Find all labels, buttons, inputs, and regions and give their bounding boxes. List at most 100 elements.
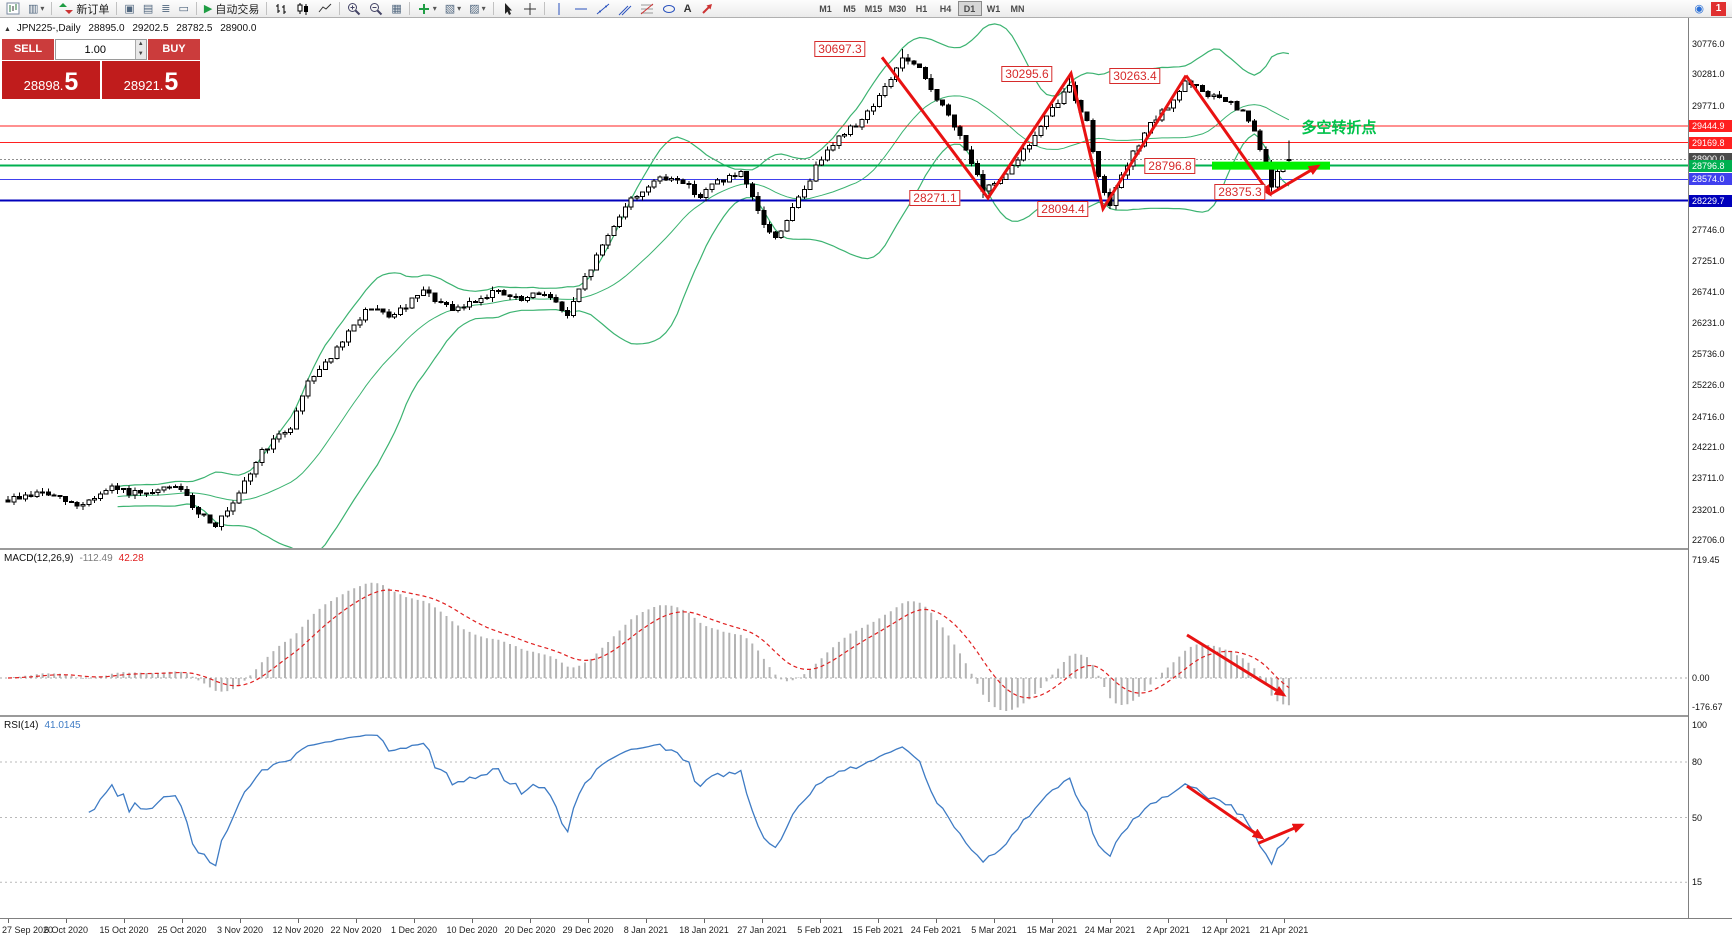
annotations-layer: 30697.3 30295.6 30263.4 28271.1 28094.4 28796… bbox=[0, 18, 1688, 548]
crosshair-button[interactable] bbox=[519, 1, 541, 17]
tile-windows-button[interactable]: ▦ bbox=[387, 1, 405, 17]
macd-label: MACD(12,26,9) bbox=[4, 553, 74, 564]
zoom-in-icon bbox=[347, 2, 361, 16]
date-label: 22 Nov 2020 bbox=[330, 925, 382, 935]
dropdown-arrow-icon[interactable]: ▾ bbox=[432, 4, 437, 13]
rsi-up-arrow-annotation[interactable] bbox=[1257, 823, 1305, 845]
price-annotation[interactable]: 28271.1 bbox=[909, 190, 961, 206]
support-highlight-zone[interactable] bbox=[1212, 161, 1330, 170]
rsi-down-arrow-annotation[interactable] bbox=[1186, 784, 1265, 840]
zigzag-trend-annotation[interactable] bbox=[880, 56, 1188, 213]
price-annotation[interactable]: 30697.3 bbox=[814, 40, 866, 57]
price-axis[interactable]: 30776.0 30281.0 29771.0 27746.0 27251.0 26741… bbox=[1688, 18, 1732, 918]
panel-separator[interactable] bbox=[0, 548, 1732, 550]
vline-icon bbox=[552, 2, 566, 16]
trade-controls-row: SELL ▲ ▼ BUY bbox=[2, 39, 200, 60]
buy-button[interactable]: BUY bbox=[148, 39, 200, 60]
line-chart-button[interactable] bbox=[314, 1, 336, 17]
autotrading-button[interactable]: ▶ 自动交易 bbox=[200, 1, 263, 17]
sell-button[interactable]: SELL bbox=[2, 39, 54, 60]
new-chart-button[interactable] bbox=[2, 1, 24, 17]
price-annotation[interactable]: 28796.8 bbox=[1144, 157, 1196, 174]
indicators-button[interactable]: ▾ bbox=[413, 1, 441, 17]
candles-button[interactable] bbox=[292, 1, 314, 17]
rsi-panel[interactable]: RSI(14) 41.0145 bbox=[0, 717, 1688, 918]
autotrading-icon: ▶ bbox=[203, 2, 213, 15]
main-chart-area[interactable]: ▲ JPN225-,Daily 28895.0 29202.5 28782.5 … bbox=[0, 18, 1688, 548]
symbol-label: JPN225-,Daily bbox=[16, 23, 81, 34]
profiles-button[interactable]: ▥ ▾ bbox=[24, 1, 48, 17]
dropdown-arrow-icon[interactable]: ▾ bbox=[457, 4, 462, 13]
timeframe-m15-button[interactable]: M15 bbox=[864, 4, 883, 14]
zoom-out-button[interactable] bbox=[365, 1, 387, 17]
timeframe-h4-button[interactable]: H4 bbox=[939, 4, 952, 14]
toolbar-left: ▥ ▾ 新订单 ▣ ▤ ≣ ▭ ▶ 自动交易 ▦ ▾ ▧ ▾ ▨ ▾ A M1 M5 M15 M30 H1 H4 D1 W1 M… bbox=[2, 0, 1030, 17]
new-order-button[interactable]: 新订单 bbox=[55, 1, 113, 17]
trendline-icon bbox=[596, 2, 610, 16]
timeframe-m30-button[interactable]: M30 bbox=[888, 4, 907, 14]
price-annotation[interactable]: 28094.4 bbox=[1037, 200, 1089, 217]
cascade-windows-button[interactable]: ▤ bbox=[139, 1, 157, 17]
close-value: 28900.0 bbox=[220, 23, 257, 34]
price-tick-label: 27746.0 bbox=[1692, 225, 1725, 236]
fibonacci-button[interactable] bbox=[636, 1, 658, 17]
price-chart-canvas[interactable] bbox=[0, 18, 1688, 548]
cascade-windows-icon: ▤ bbox=[142, 2, 154, 15]
bars-button[interactable] bbox=[270, 1, 292, 17]
price-annotation[interactable]: 30295.6 bbox=[1001, 65, 1053, 82]
main-toolbar: ▥ ▾ 新订单 ▣ ▤ ≣ ▭ ▶ 自动交易 ▦ ▾ ▧ ▾ ▨ ▾ A M1 M5 M15 M30 H1 H4 D1 W1 M… bbox=[0, 0, 1732, 18]
terminal-button[interactable]: ▭ bbox=[174, 1, 192, 17]
cursor-button[interactable] bbox=[497, 1, 519, 17]
panel-separator[interactable] bbox=[0, 715, 1732, 717]
new-order-icon bbox=[59, 2, 74, 16]
volume-down-button[interactable]: ▼ bbox=[135, 49, 146, 59]
macd-canvas bbox=[0, 582, 1688, 711]
timeframe-h1-button[interactable]: H1 bbox=[915, 4, 928, 14]
dropdown-arrow-icon[interactable]: ▾ bbox=[40, 4, 45, 13]
navigator-button[interactable]: ≣ bbox=[157, 1, 174, 17]
volume-input[interactable] bbox=[56, 40, 135, 59]
collapse-panel-icon[interactable]: ▲ bbox=[4, 26, 11, 33]
time-tick bbox=[66, 919, 67, 923]
arrow-tool-button[interactable] bbox=[696, 1, 718, 17]
buy-price-display[interactable]: 28921. 5 bbox=[102, 61, 200, 99]
charts-window-icon: ▣ bbox=[124, 2, 135, 15]
templates-button[interactable]: ▨ ▾ bbox=[465, 1, 489, 17]
channel-button[interactable] bbox=[614, 1, 636, 17]
notification-badge[interactable]: 1 bbox=[1711, 1, 1726, 16]
price-annotation[interactable]: 30263.4 bbox=[1109, 67, 1161, 84]
timeframe-d1-button[interactable]: D1 bbox=[957, 1, 982, 16]
sell-price-display[interactable]: 28898. 5 bbox=[2, 61, 100, 99]
rsi-axis-label: 15 bbox=[1692, 877, 1703, 888]
toolbar-separator bbox=[51, 2, 53, 15]
bounce-arrow-annotation[interactable] bbox=[1269, 164, 1321, 196]
zoom-in-button[interactable] bbox=[343, 1, 365, 17]
timeframe-w1-button[interactable]: W1 bbox=[986, 4, 1001, 14]
date-label: 25 Oct 2020 bbox=[157, 925, 207, 935]
date-label: 27 Jan 2021 bbox=[737, 925, 787, 935]
timeframe-m5-button[interactable]: M5 bbox=[843, 4, 856, 14]
time-axis[interactable]: 27 Sep 2020 6 Oct 2020 15 Oct 2020 25 Oct 2… bbox=[0, 918, 1732, 940]
down-arrow-annotation[interactable] bbox=[1184, 74, 1272, 197]
timeframe-mn-button[interactable]: MN bbox=[1010, 4, 1025, 14]
charts-window-button[interactable]: ▣ bbox=[120, 1, 138, 17]
macd-panel[interactable]: MACD(12,26,9) -112.49 42.28 bbox=[0, 550, 1688, 715]
volume-up-button[interactable]: ▲ bbox=[135, 40, 146, 50]
new-chart-icon bbox=[6, 2, 20, 16]
fibonacci-icon bbox=[640, 2, 654, 16]
trendline-button[interactable] bbox=[592, 1, 614, 17]
periods-button[interactable]: ▧ ▾ bbox=[441, 1, 465, 17]
horizontal-line-button[interactable] bbox=[570, 1, 592, 17]
time-tick bbox=[1168, 919, 1169, 923]
rsi-axis-label: 50 bbox=[1692, 812, 1703, 823]
turning-point-label[interactable]: 多空转折点 bbox=[1301, 119, 1377, 137]
vertical-line-button[interactable] bbox=[548, 1, 570, 17]
macd-down-arrow-annotation[interactable] bbox=[1186, 633, 1287, 697]
timeframe-m1-button[interactable]: M1 bbox=[819, 4, 832, 14]
text-button[interactable]: A bbox=[680, 1, 696, 17]
market-watch-button[interactable]: ◉ bbox=[1690, 1, 1708, 17]
date-label: 8 Jan 2021 bbox=[623, 925, 669, 935]
dropdown-arrow-icon[interactable]: ▾ bbox=[481, 4, 486, 13]
price-annotation[interactable]: 28375.3 bbox=[1214, 183, 1266, 200]
shapes-button[interactable] bbox=[658, 1, 680, 17]
